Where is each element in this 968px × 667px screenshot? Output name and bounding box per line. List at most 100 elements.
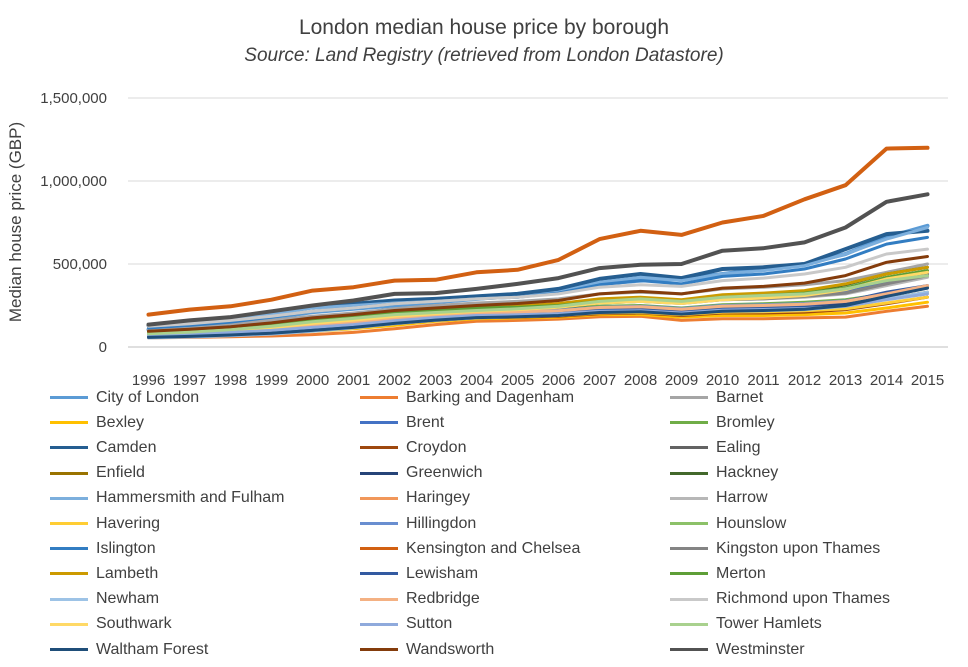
- legend-label: Merton: [716, 564, 766, 582]
- legend-swatch: [50, 648, 88, 651]
- legend-item: Waltham Forest: [50, 637, 208, 662]
- legend-swatch: [670, 471, 708, 475]
- legend-item: Westminster: [670, 637, 805, 662]
- legend-item: Havering: [50, 511, 160, 536]
- legend-item: Hounslow: [670, 511, 786, 536]
- legend-item: Camden: [50, 435, 156, 460]
- x-tick-label: 1997: [173, 372, 206, 385]
- legend-swatch: [670, 496, 708, 500]
- legend-swatch: [670, 522, 708, 525]
- legend-item: Kingston upon Thames: [670, 536, 880, 561]
- legend-label: City of London: [96, 388, 200, 406]
- series-line-wandsworth: [147, 255, 929, 333]
- legend-item: Harrow: [670, 486, 768, 511]
- y-axis-ticks: 0 500,000 1,000,000 1,500,000: [40, 90, 107, 356]
- series-line-richmond-upon-thames: [147, 247, 929, 328]
- series-line-westminster: [146, 192, 930, 327]
- legend-swatch: [360, 648, 398, 651]
- legend-swatch: [50, 572, 88, 576]
- legend-label: Barnet: [716, 388, 764, 406]
- legend-item: Richmond upon Thames: [670, 587, 890, 612]
- chart-title: London median house price by borough: [298, 16, 670, 39]
- x-tick-label: 2006: [542, 372, 575, 385]
- legend-swatch: [670, 547, 708, 551]
- x-tick-label: 2010: [706, 372, 739, 385]
- legend-label: Richmond upon Thames: [716, 590, 891, 608]
- legend-item: Lewisham: [360, 561, 478, 586]
- legend-swatch: [360, 471, 398, 475]
- legend-item: Hammersmith and Fulham: [50, 486, 285, 511]
- legend-swatch: [360, 547, 398, 551]
- series-line-barking-and-dagenham: [147, 304, 929, 340]
- legend-swatch: [670, 597, 708, 601]
- y-tick-label: 0: [99, 339, 107, 356]
- legend-item: Lambeth: [50, 561, 158, 586]
- legend-swatch: [360, 421, 398, 425]
- legend-swatch: [50, 446, 88, 450]
- legend-item: Merton: [670, 561, 766, 586]
- legend-label: Hackney: [716, 464, 779, 482]
- x-tick-label: 2008: [624, 372, 657, 385]
- legend-item: Newham: [50, 587, 159, 612]
- x-tick-label: 2014: [870, 372, 903, 385]
- legend-swatch: [50, 622, 88, 626]
- legend-item: Ealing: [670, 435, 760, 460]
- series-lines: [146, 145, 930, 340]
- series-line-barnet: [147, 262, 929, 331]
- x-tick-label: 2009: [665, 372, 698, 385]
- x-tick-label: 2002: [378, 372, 411, 385]
- legend-item: Sutton: [360, 612, 452, 637]
- legend-swatch: [50, 597, 88, 601]
- legend-swatch: [670, 396, 708, 399]
- legend-label: Camden: [96, 438, 157, 456]
- legend-item: Southwark: [50, 612, 172, 637]
- x-axis-ticks: 1996 1997 1998 1999 2000 2001 2002 2003 2004 2005…: [132, 372, 944, 385]
- legend-label: Bexley: [96, 413, 145, 431]
- legend-item: Kensington and Chelsea: [360, 536, 580, 561]
- legend-label: Brent: [406, 413, 445, 431]
- x-tick-label: 2005: [501, 372, 534, 385]
- legend-swatch: [50, 471, 88, 475]
- y-tick-label: 1,500,000: [40, 90, 107, 107]
- legend-label: Ealing: [716, 438, 761, 456]
- legend-label: Hounslow: [716, 514, 787, 532]
- legend-swatch: [360, 597, 398, 601]
- legend-label: Newham: [96, 590, 160, 608]
- legend-item: Enfield: [50, 461, 145, 486]
- x-tick-label: 1996: [132, 372, 165, 385]
- legend-item: Redbridge: [360, 587, 480, 612]
- x-tick-label: 2000: [296, 372, 329, 385]
- chart-subtitle: Source: Land Registry (retrieved from Lo…: [244, 45, 724, 66]
- legend-label: Westminster: [716, 640, 805, 658]
- legend-item: Wandsworth: [360, 637, 494, 662]
- legend-swatch: [360, 396, 398, 399]
- x-tick-label: 2012: [788, 372, 821, 385]
- x-tick-label: 1999: [255, 372, 288, 385]
- legend-item: Greenwich: [360, 461, 482, 486]
- legend-label: Islington: [96, 539, 156, 557]
- legend-label: Lewisham: [406, 564, 479, 582]
- legend-item: Barnet: [670, 385, 763, 410]
- legend-item: Bexley: [50, 410, 144, 435]
- legend-label: Kensington and Chelsea: [406, 539, 581, 557]
- x-tick-label: 2001: [337, 372, 370, 385]
- legend-label: Croydon: [406, 438, 467, 456]
- legend-label: Barking and Dagenham: [406, 388, 575, 406]
- legend-item: Croydon: [360, 435, 466, 460]
- legend-label: Haringey: [406, 489, 471, 507]
- legend-swatch: [50, 421, 88, 425]
- x-tick-label: 2013: [829, 372, 862, 385]
- x-tick-label: 2003: [419, 372, 452, 385]
- legend-label: Hammersmith and Fulham: [96, 489, 285, 507]
- legend-swatch: [670, 572, 708, 576]
- legend-swatch: [360, 572, 398, 576]
- legend-label: Harrow: [716, 489, 768, 507]
- legend-label: Redbridge: [406, 590, 480, 608]
- y-tick-label: 1,000,000: [40, 173, 107, 190]
- legend-swatch: [50, 522, 88, 525]
- legend-item: Hillingdon: [360, 511, 476, 536]
- legend-label: Waltham Forest: [96, 640, 209, 658]
- series-line-kensington-and-chelsea: [146, 145, 930, 317]
- legend-swatch: [670, 622, 708, 626]
